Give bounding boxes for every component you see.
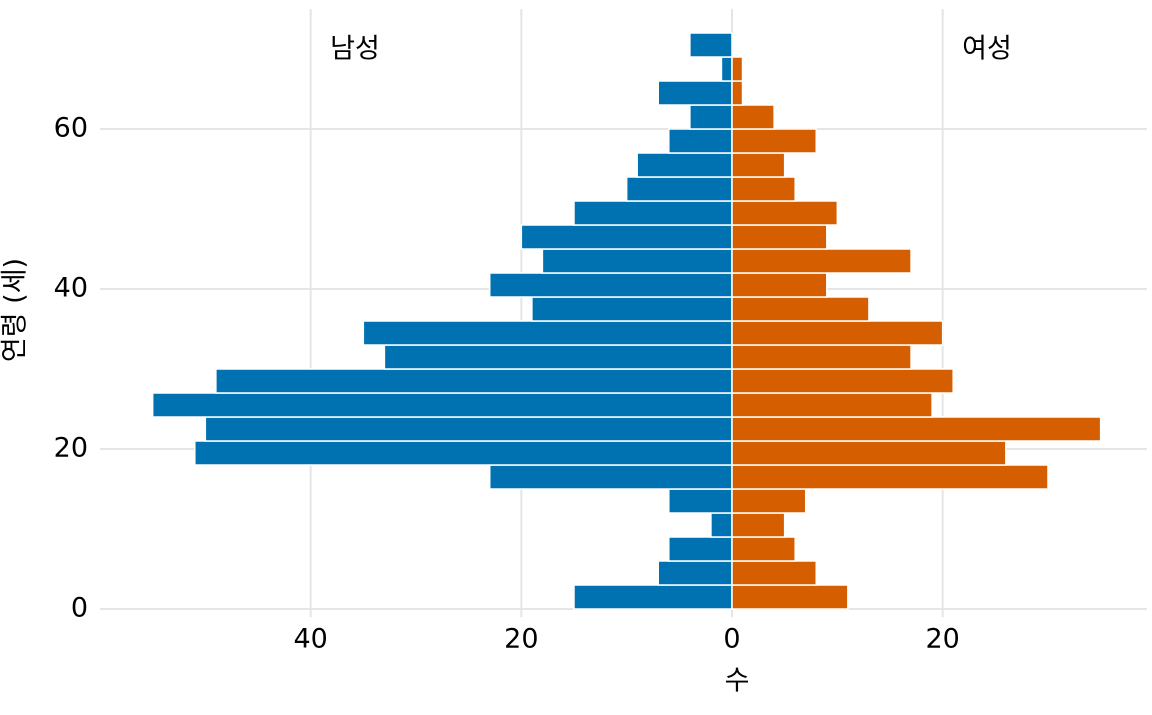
bar bbox=[194, 440, 733, 466]
y-tick-label: 0 bbox=[71, 593, 88, 624]
bar bbox=[731, 488, 807, 514]
bar bbox=[731, 392, 933, 418]
bar bbox=[731, 512, 786, 538]
bar bbox=[488, 272, 733, 298]
bar bbox=[488, 464, 733, 490]
bar bbox=[362, 320, 733, 346]
bar bbox=[625, 176, 733, 202]
bar bbox=[657, 560, 733, 586]
bar bbox=[689, 104, 733, 130]
bar bbox=[731, 368, 954, 394]
bar bbox=[383, 344, 733, 370]
bar bbox=[731, 344, 912, 370]
bar bbox=[689, 32, 733, 58]
annotation: 여성 bbox=[962, 34, 1012, 65]
bar bbox=[668, 536, 733, 562]
bar bbox=[710, 512, 733, 538]
bar bbox=[731, 416, 1102, 442]
bar bbox=[151, 392, 733, 418]
bar bbox=[731, 464, 1049, 490]
y-axis-label: 연령 (세) bbox=[0, 258, 31, 362]
bar bbox=[731, 536, 796, 562]
y-tick-label: 60 bbox=[54, 113, 88, 144]
bar bbox=[731, 320, 944, 346]
bar bbox=[636, 152, 733, 178]
bar bbox=[731, 128, 818, 154]
bar bbox=[731, 104, 775, 130]
y-tick-label: 40 bbox=[54, 273, 88, 304]
bar bbox=[657, 80, 733, 106]
bar bbox=[573, 200, 733, 226]
bar bbox=[668, 128, 733, 154]
x-axis-label: 수 bbox=[725, 666, 750, 697]
bar bbox=[531, 296, 733, 322]
bar bbox=[731, 224, 828, 250]
x-tick-label: 20 bbox=[925, 624, 959, 655]
bar bbox=[731, 152, 786, 178]
y-tick-label: 20 bbox=[54, 433, 88, 464]
x-tick-label: 20 bbox=[504, 624, 538, 655]
annotation: 남성 bbox=[330, 34, 380, 65]
bar bbox=[731, 560, 818, 586]
bar bbox=[215, 368, 733, 394]
bar bbox=[668, 488, 733, 514]
x-tick-label: 40 bbox=[293, 624, 327, 655]
bar bbox=[731, 296, 870, 322]
bar bbox=[731, 80, 744, 106]
bar bbox=[541, 248, 733, 274]
bar bbox=[720, 56, 733, 82]
bar bbox=[731, 440, 1007, 466]
bar bbox=[204, 416, 733, 442]
bar bbox=[731, 248, 912, 274]
bar bbox=[573, 584, 733, 610]
bar bbox=[731, 272, 828, 298]
bar bbox=[520, 224, 733, 250]
x-tick-label: 0 bbox=[723, 624, 740, 655]
bar bbox=[731, 200, 839, 226]
bar bbox=[731, 176, 796, 202]
bar bbox=[731, 584, 849, 610]
bar bbox=[731, 56, 744, 82]
